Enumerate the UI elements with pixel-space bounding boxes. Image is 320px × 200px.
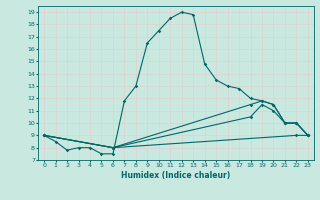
- X-axis label: Humidex (Indice chaleur): Humidex (Indice chaleur): [121, 171, 231, 180]
